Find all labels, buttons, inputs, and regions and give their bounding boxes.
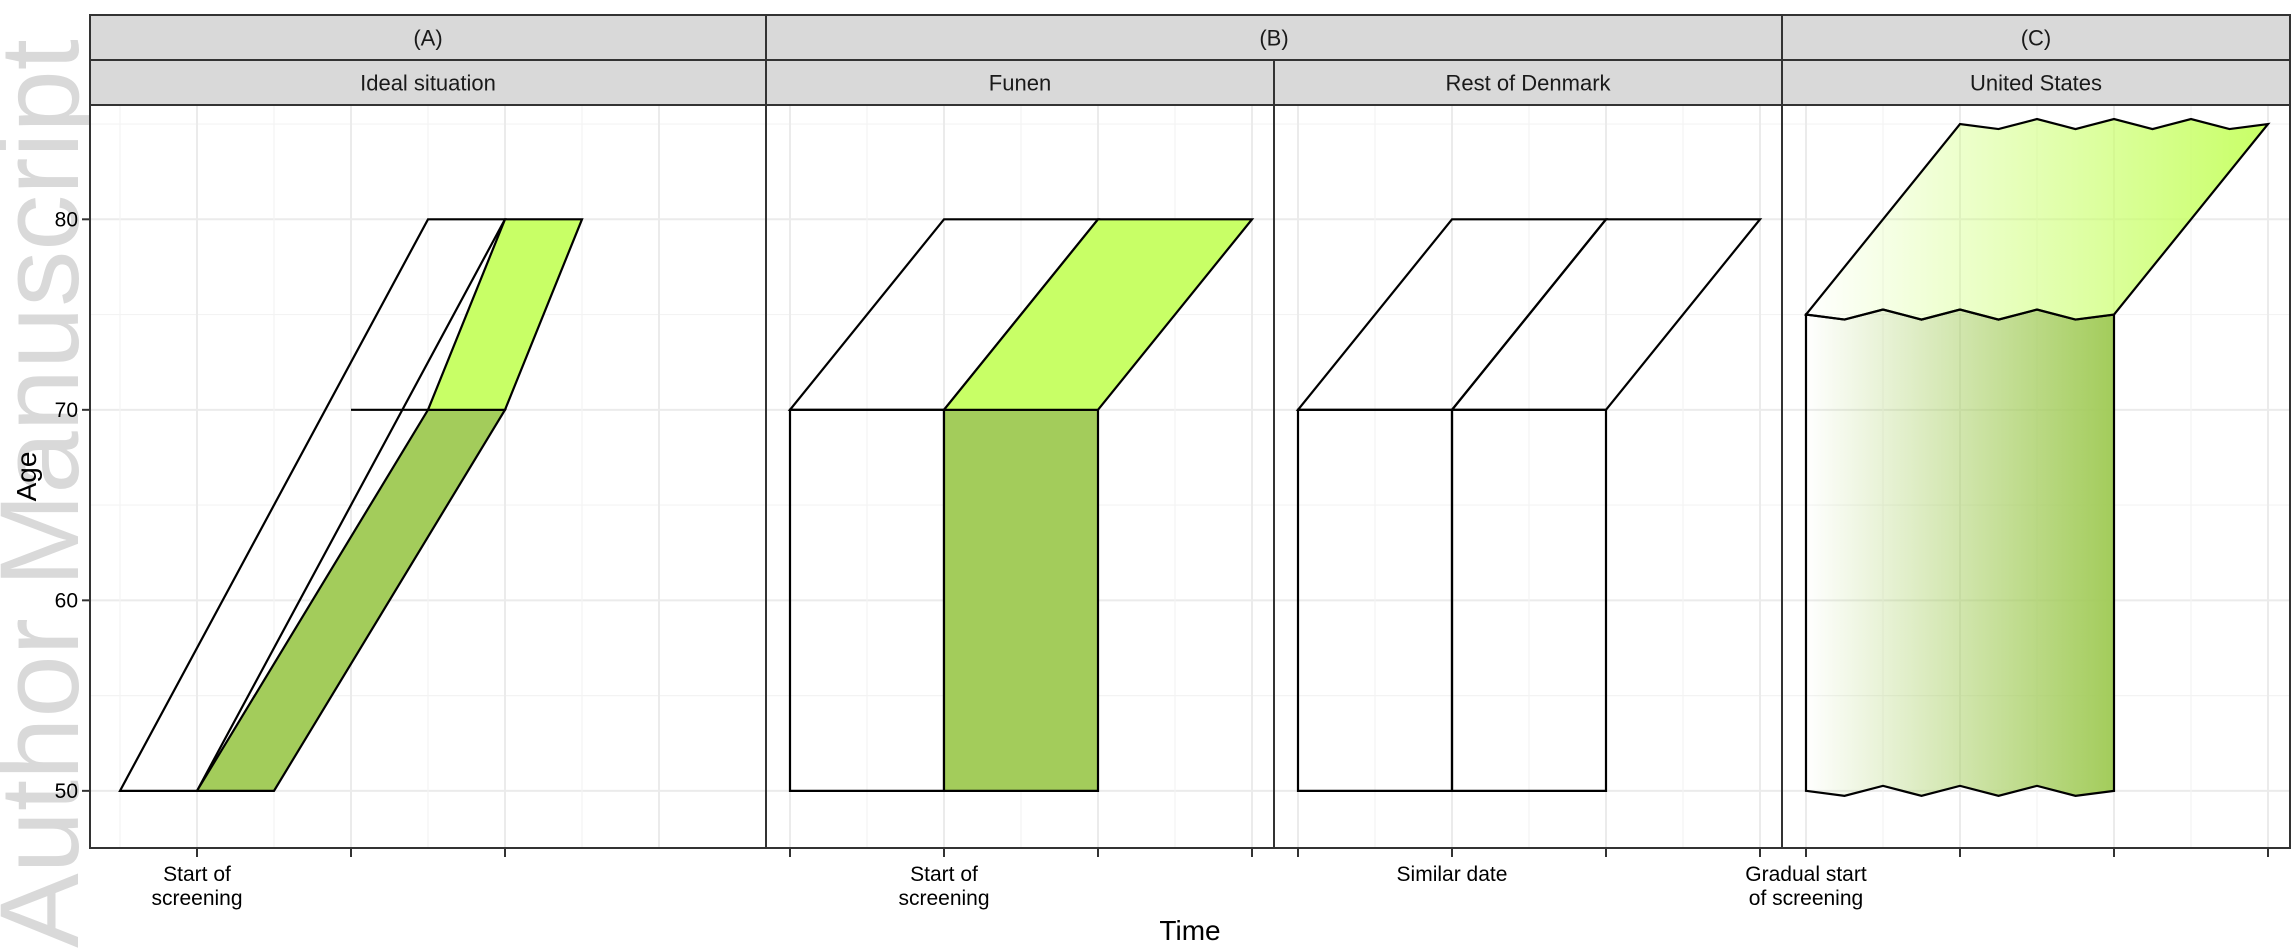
x-tick-label: Start of screening	[151, 863, 242, 910]
strip-group-label: (A)	[413, 26, 442, 51]
shape-light-2	[426, 218, 584, 411]
y-tick-label: 50	[55, 780, 78, 803]
strip-group	[89, 14, 767, 61]
strip-panel	[1781, 59, 2291, 106]
x-tick-label-line: screening	[151, 887, 242, 910]
strip-panel	[89, 59, 767, 106]
x-tick-label-line: Gradual start	[1745, 863, 1867, 886]
x-tick-label-line: Start of	[910, 863, 978, 886]
strip-group-label: (B)	[1259, 26, 1288, 51]
panel-background	[1274, 105, 1782, 848]
strip-label-ideal: Ideal situation	[360, 71, 496, 96]
shape-none-3	[1449, 218, 1763, 411]
strip-label-rest: Rest of Denmark	[1445, 71, 1611, 96]
y-axis-title: Age	[11, 452, 42, 502]
strip-group-label: (C)	[2021, 26, 2052, 51]
x-tick-label-line: Similar date	[1397, 863, 1508, 886]
x-axis-title: Time	[1159, 915, 1220, 946]
strip-group	[765, 14, 1783, 61]
strip-label-us: United States	[1970, 71, 2102, 96]
shape-gradient-dark-0	[1804, 308, 2116, 797]
panel-us: Gradual start of screening United States	[1745, 59, 2291, 910]
x-tick-label: Gradual start of screening	[1745, 863, 1867, 910]
strip-label-funen: Funen	[989, 71, 1051, 96]
x-tick-label: Similar date	[1397, 863, 1508, 886]
y-tick-label: 80	[55, 208, 78, 231]
panel-funen: Start of screening Funen	[765, 59, 1275, 910]
shape-dark-1	[942, 408, 1100, 792]
shape-gradient-light-1	[1803, 117, 2271, 321]
y-tick-label: 60	[55, 589, 78, 612]
x-tick-label-line: of screening	[1749, 887, 1863, 910]
strip-group	[1781, 14, 2291, 61]
panel-rest: Similar date Rest of Denmark	[1273, 59, 1783, 886]
x-tick-label-line: screening	[898, 887, 989, 910]
shape-light-3	[941, 218, 1255, 411]
panel-ideal: Start of screening Ideal situation	[89, 59, 767, 910]
x-tick-label-line: Start of	[163, 863, 231, 886]
y-tick-label: 70	[55, 399, 78, 422]
watermark: Author Manuscript	[0, 39, 102, 948]
x-tick-label: Start of screening	[898, 863, 989, 910]
strip-panel	[765, 59, 1275, 106]
